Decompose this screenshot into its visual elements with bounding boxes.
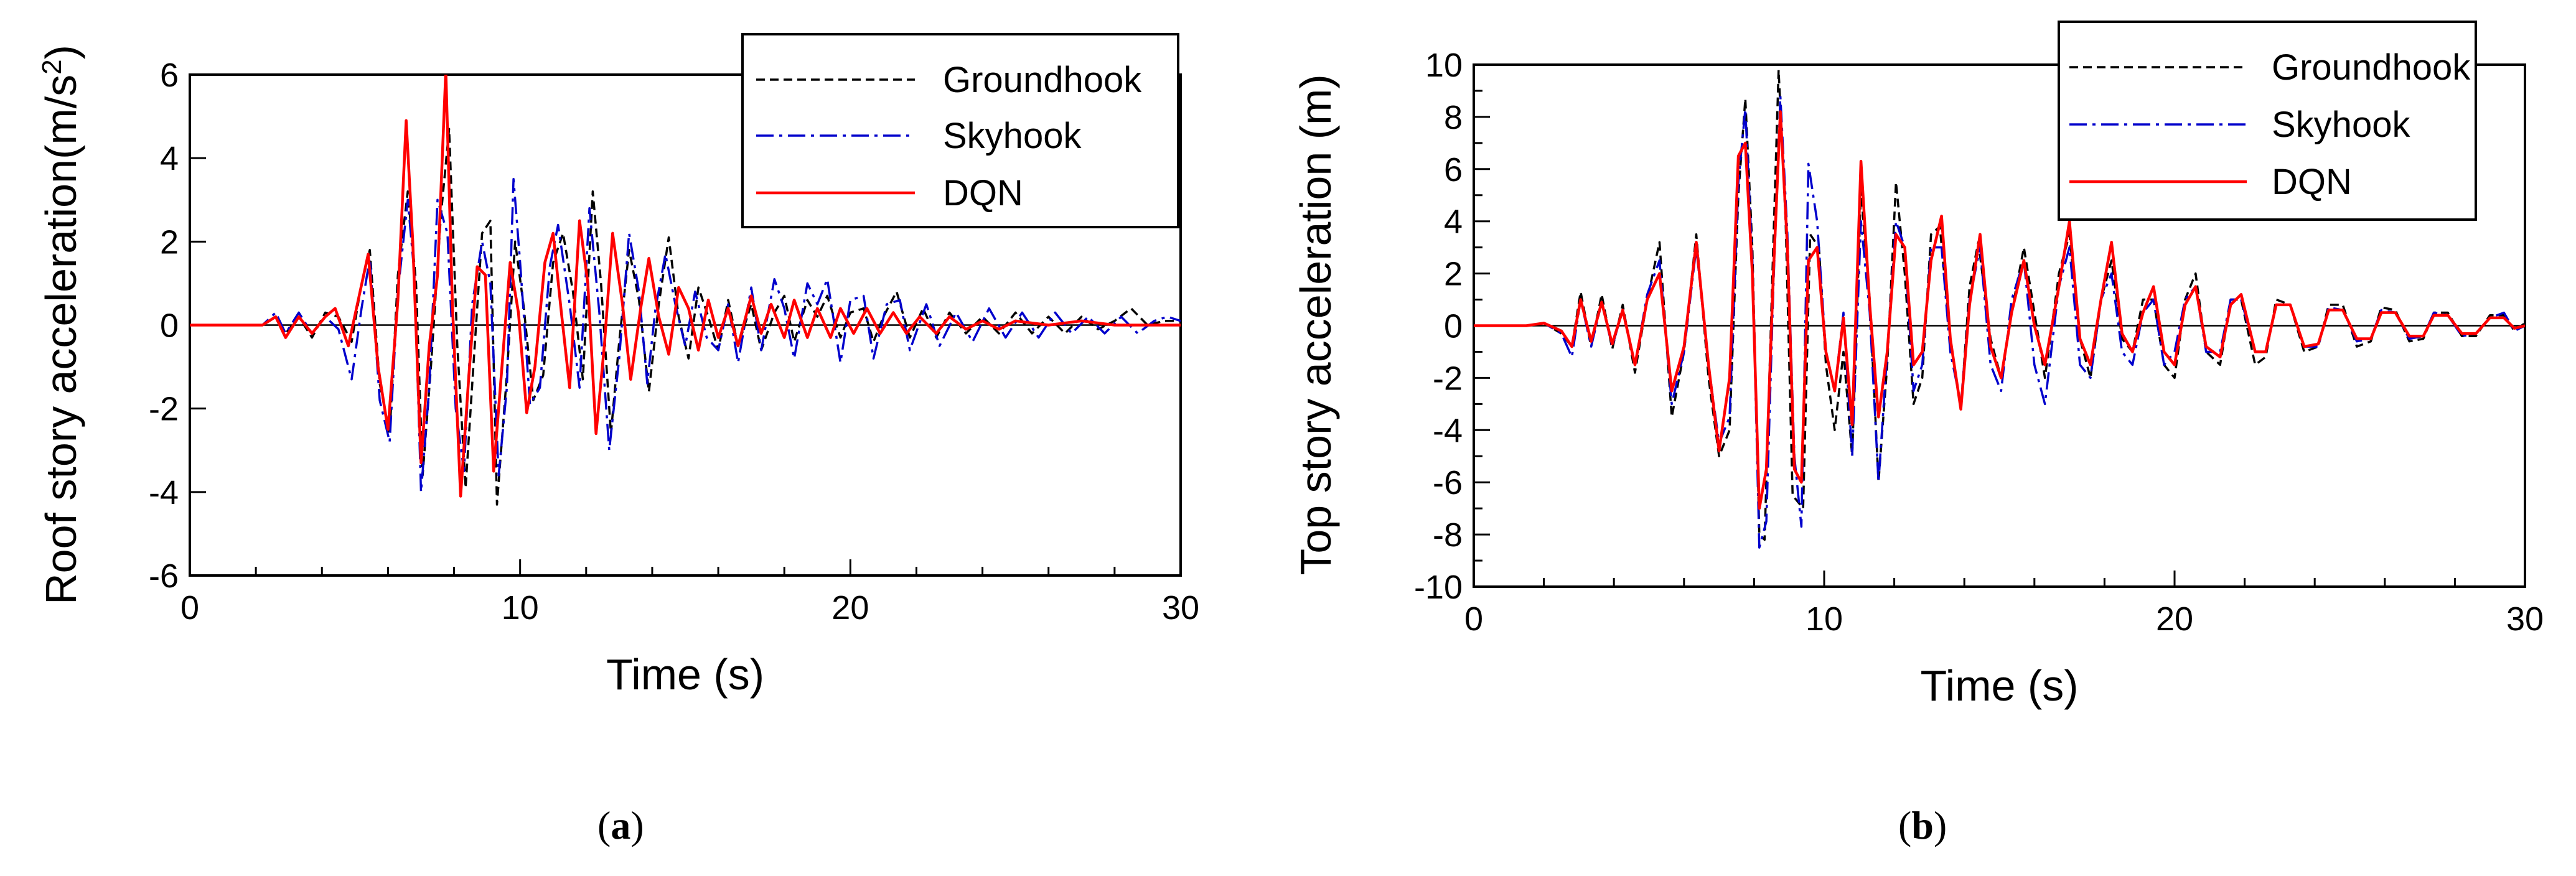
x-tick-label: 10: [502, 589, 539, 627]
x-tick-label: 30: [2506, 600, 2544, 638]
y-tick-label: 4: [1444, 203, 1463, 241]
y-tick-label: -4: [1433, 412, 1463, 449]
series-line-dqn: [1474, 110, 2525, 510]
legend-label-groundhook: Groundhook: [2272, 47, 2471, 88]
y-tick-label: 10: [1425, 47, 1463, 84]
y-tick-label: -2: [149, 391, 179, 428]
legend-label-dqn: DQN: [943, 173, 1023, 213]
y-tick-label: 4: [160, 140, 179, 177]
legend-label-skyhook: Skyhook: [943, 116, 1082, 156]
y-tick-label: -6: [149, 557, 179, 595]
legend-box: [2058, 21, 2477, 221]
chart-panel-a: 0 10 20 30 -6 -4 -2 0 2 4 6 Time (s) Roof story acce…: [37, 33, 1199, 699]
y-tick-label: -8: [1433, 516, 1463, 554]
y-tick-label: 0: [1444, 308, 1463, 345]
y-tick-label: 8: [1444, 99, 1463, 136]
y-tick-label: -4: [149, 474, 179, 511]
panel-label-a: (a): [597, 803, 644, 847]
legend-box: [741, 33, 1179, 228]
y-axis-label-unit-close: ): [37, 45, 85, 59]
x-tick-label: 20: [2156, 600, 2193, 638]
panel-label-b: (b): [1898, 803, 1947, 847]
y-tick-label: 2: [160, 223, 179, 261]
x-tick-label: 20: [831, 589, 869, 627]
chart-panel-b: 0 10 20 30 -10 -8 -6 -4 -2 0 2 4 6 8 10 Time (s) Top sto…: [1291, 21, 2544, 710]
x-tick-label: 10: [1806, 600, 1843, 638]
legend-label-dqn: DQN: [2272, 162, 2352, 202]
x-axis-label: Time (s): [606, 650, 764, 699]
y-tick-label: 2: [1444, 256, 1463, 293]
y-axis-label: Top story acceleration (m): [1291, 74, 1340, 575]
y-axis-label-main: Roof story acceleration: [37, 159, 85, 605]
series-line-dqn: [190, 75, 1181, 498]
y-tick-label: -6: [1433, 464, 1463, 501]
x-tick-label: 0: [1464, 600, 1483, 638]
x-tick-label: 0: [180, 589, 199, 627]
y-tick-label: -2: [1433, 360, 1463, 397]
y-tick-label: 6: [1444, 151, 1463, 189]
series-line-groundhook: [190, 128, 1181, 506]
y-axis-label-unit-exponent: 2: [37, 59, 67, 74]
legend-label-skyhook: Skyhook: [2272, 105, 2410, 145]
series-line-skyhook: [190, 177, 1181, 493]
y-tick-label: -10: [1414, 569, 1463, 606]
y-tick-label: 6: [160, 57, 179, 94]
y-tick-label: 0: [160, 307, 179, 345]
legend-label-groundhook: Groundhook: [943, 60, 1142, 100]
x-axis-label: Time (s): [1920, 661, 2078, 710]
x-tick-label: 30: [1162, 589, 1199, 627]
y-axis-label: Roof story acceleration(m/s2): [37, 45, 86, 605]
y-axis-label-main: Top story acceleration (m): [1291, 74, 1340, 575]
y-axis-label-unit: (m/s: [37, 75, 85, 159]
